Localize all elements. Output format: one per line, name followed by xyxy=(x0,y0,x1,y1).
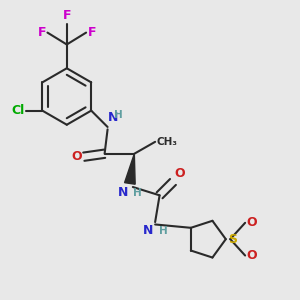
Text: S: S xyxy=(228,233,237,246)
Polygon shape xyxy=(124,154,135,184)
Text: Cl: Cl xyxy=(11,104,25,117)
Text: O: O xyxy=(72,150,82,163)
Text: N: N xyxy=(143,224,154,237)
Text: H: H xyxy=(159,226,167,236)
Text: O: O xyxy=(175,167,185,181)
Text: N: N xyxy=(118,186,128,199)
Text: H: H xyxy=(114,110,123,120)
Text: F: F xyxy=(38,26,46,39)
Text: H: H xyxy=(134,188,142,198)
Text: N: N xyxy=(108,111,118,124)
Text: F: F xyxy=(62,9,71,22)
Text: O: O xyxy=(247,249,257,262)
Text: F: F xyxy=(88,26,96,39)
Text: O: O xyxy=(247,216,257,229)
Text: CH₃: CH₃ xyxy=(157,137,178,147)
